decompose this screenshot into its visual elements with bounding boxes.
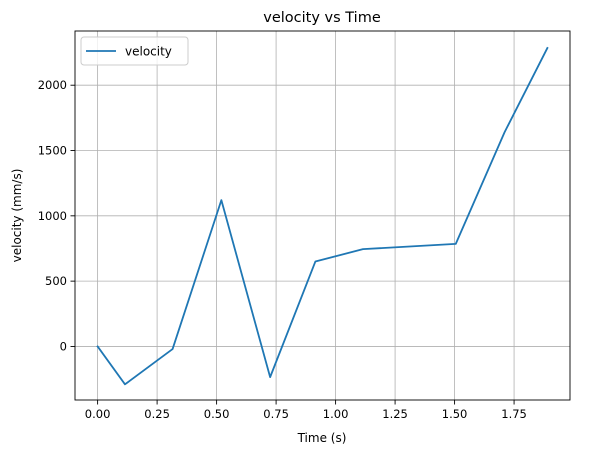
x-axis: 0.00 0.25 0.50 0.75 1.00 1.25 1.50 1.75 xyxy=(85,400,527,421)
y-tick-label: 500 xyxy=(45,274,67,288)
y-axis-label: velocity (mm/s) xyxy=(10,169,24,263)
x-tick-label: 0.75 xyxy=(263,407,289,421)
x-tick-label: 1.75 xyxy=(501,407,527,421)
x-tick-label: 1.00 xyxy=(323,407,349,421)
y-tick-label: 1500 xyxy=(38,144,67,158)
x-tick-label: 1.50 xyxy=(442,407,468,421)
y-axis: 0 500 1000 1500 2000 xyxy=(38,78,75,353)
grid xyxy=(75,31,570,400)
x-tick-label: 0.00 xyxy=(85,407,111,421)
legend-box xyxy=(80,36,189,66)
x-tick-label: 0.25 xyxy=(144,407,170,421)
y-tick-label: 2000 xyxy=(38,78,67,92)
legend-label-velocity: velocity xyxy=(125,45,172,59)
series-line-velocity xyxy=(96,46,549,386)
x-axis-label: Time (s) xyxy=(297,431,347,445)
chart-title: velocity vs Time xyxy=(263,10,381,26)
series-layer xyxy=(96,46,549,386)
y-tick-label: 1000 xyxy=(38,209,67,223)
legend: velocity xyxy=(80,36,189,66)
x-tick-label: 1.25 xyxy=(382,407,408,421)
y-tick-label: 0 xyxy=(60,339,67,353)
x-tick-label: 0.50 xyxy=(204,407,230,421)
